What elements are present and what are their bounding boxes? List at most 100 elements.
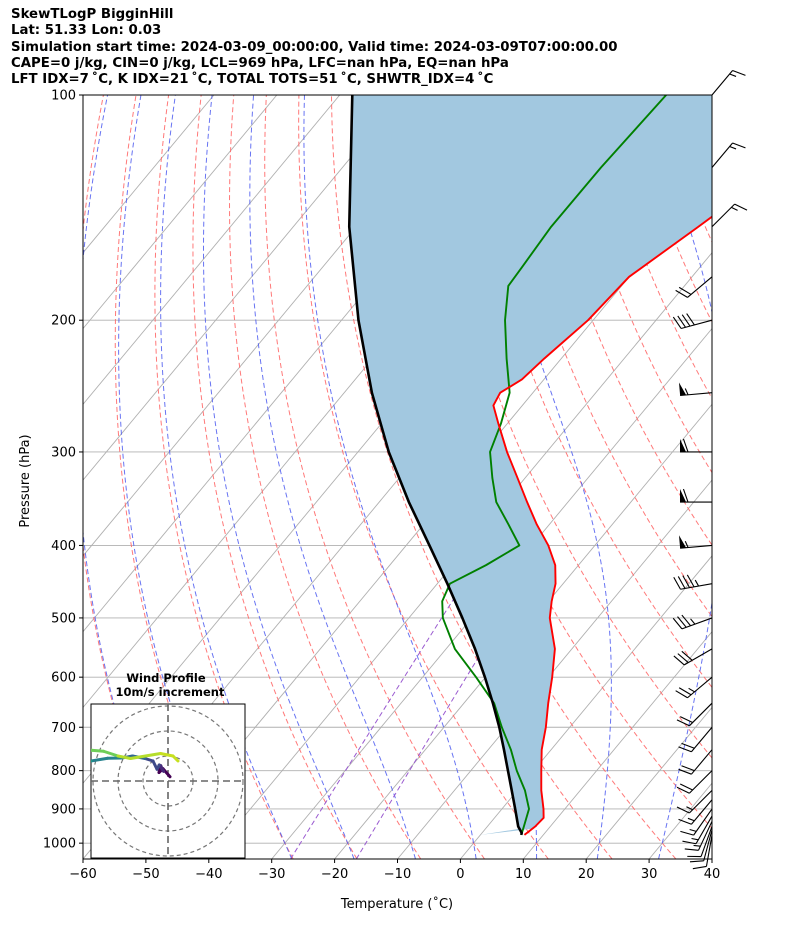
x-tick-label: −60 [69, 867, 96, 882]
stability-indices: LFT IDX=7 ˚C, K IDX=21 ˚C, TOTAL TOTS=51… [11, 72, 494, 88]
x-tick-label: 40 [704, 867, 721, 882]
moist-adiabat-line [249, 95, 416, 859]
y-tick-label: 500 [51, 611, 76, 626]
x-tick-label: 30 [641, 867, 658, 882]
wind-barb [675, 676, 713, 699]
hodograph-trace-segment [91, 748, 93, 752]
isotherm-line [83, 95, 403, 481]
moist-adiabat-line [720, 95, 794, 859]
wind-barb [678, 749, 713, 775]
dewpoint-profile [441, 95, 667, 836]
dry-adiabat-line [192, 95, 358, 859]
wind-barb [673, 574, 713, 590]
wind-barb [676, 702, 713, 727]
wind-barb [711, 69, 746, 96]
wind-barb [689, 829, 713, 863]
wind-barb [680, 488, 712, 503]
moist-adiabat-line [202, 95, 355, 859]
isotherm-line [271, 327, 712, 859]
wind-barb [673, 648, 713, 666]
convective-parameters: CAPE=0 j/kg, CIN=0 j/kg, LCL=969 hPa, LF… [11, 55, 509, 71]
parcel-profile [347, 95, 523, 836]
moist-adiabat-line [160, 95, 293, 859]
x-tick-label: −50 [132, 867, 159, 882]
dry-adiabat-line [330, 95, 613, 859]
wind-barbs [672, 69, 748, 870]
isotherm-line [334, 403, 712, 859]
isotherm-line [83, 95, 278, 330]
wind-barb [680, 808, 713, 836]
moist-adiabat-line [476, 95, 612, 859]
hodograph-trace-segment [76, 751, 78, 753]
wind-barb [676, 770, 713, 794]
hodograph-trace-segment [151, 759, 159, 771]
dry-adiabat-line [83, 95, 167, 859]
dry-adiabat-line [229, 95, 422, 859]
dry-adiabat-line [264, 95, 485, 859]
hodograph-trace-segment [171, 754, 180, 763]
isotherm-line [585, 706, 712, 859]
profile-lines [347, 95, 712, 836]
hodograph-trace-segment [102, 749, 120, 758]
cape-cin-shading [349, 95, 712, 835]
hodograph-trace-segment [116, 754, 132, 760]
x-tick-label: −30 [258, 867, 285, 882]
x-tick-label: −20 [321, 867, 348, 882]
wind-barb [672, 614, 713, 630]
wind-barb [676, 789, 713, 814]
hodograph-trace-segment [91, 756, 110, 763]
y-tick-label: 1000 [43, 837, 76, 852]
wind-barb [678, 799, 713, 825]
station-title: SkewTLogP BigginHill [11, 7, 174, 22]
wind-barb [687, 826, 713, 858]
hodograph-inset: Wind Profile 10m/s increment [75, 671, 246, 859]
plot-area [83, 95, 794, 859]
isotherm-line [83, 95, 215, 254]
temperature-profile [492, 215, 712, 836]
x-axis-label: Temperature (˚C) [340, 896, 453, 912]
y-tick-label: 200 [51, 314, 76, 329]
isotherm-line [460, 555, 712, 859]
simulation-times: Simulation start time: 2024-03-09_00:00:… [11, 39, 618, 55]
wind-barb [672, 313, 713, 330]
x-tick-label: 0 [456, 867, 464, 882]
y-tick-label: 400 [51, 539, 76, 554]
wind-barb [684, 821, 713, 851]
wind-barb [711, 142, 746, 168]
x-axis-ticks: −60 −50 −40 −30 −20 −10 0 10 20 30 40 [69, 859, 720, 882]
hodograph-trace-segment [75, 753, 77, 756]
y-tick-label: 100 [51, 89, 76, 104]
y-tick-label: 700 [51, 721, 76, 736]
wind-barb [692, 834, 713, 870]
wind-barb [678, 535, 713, 549]
hodograph-trace-segment [129, 752, 162, 760]
isotherm-line [522, 630, 712, 859]
hodograph-trace-segment [91, 759, 93, 763]
y-axis-ticks: 100 200 300 400 500 600 700 800 900 1000 [43, 89, 83, 852]
y-tick-label: 900 [51, 802, 76, 817]
dry-adiabat-line [493, 95, 712, 618]
isotherm-line [711, 858, 712, 859]
dry-adiabat-line [526, 95, 712, 546]
hodograph-trace-segment [76, 766, 79, 770]
hodograph-trace-segment [91, 748, 105, 753]
moist-adiabat-line [303, 95, 477, 859]
isotherm-line [83, 95, 341, 406]
hodograph-subtitle: 10m/s increment [116, 685, 225, 699]
x-tick-label: −40 [195, 867, 222, 882]
wind-barb [711, 203, 748, 228]
y-tick-label: 600 [51, 671, 76, 686]
moist-adiabat-line [649, 95, 712, 859]
isotherm-line [208, 252, 712, 859]
x-tick-label: 20 [578, 867, 595, 882]
hodograph-trace-segment [159, 752, 175, 758]
wind-barb [675, 276, 713, 298]
x-tick-label: −10 [384, 867, 411, 882]
mixing-ratio-line [290, 553, 484, 859]
wind-barb [682, 815, 713, 845]
x-tick-label: 10 [515, 867, 532, 882]
wind-barb [678, 382, 713, 397]
dry-adiabat-line [298, 95, 549, 859]
station-coordinates: Lat: 51.33 Lon: 0.03 [11, 23, 162, 39]
